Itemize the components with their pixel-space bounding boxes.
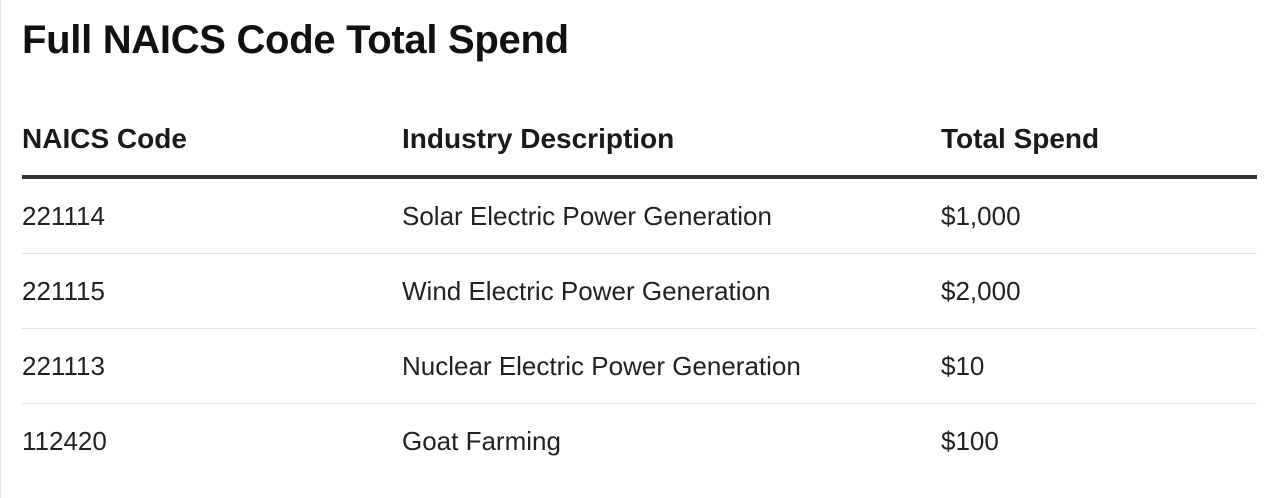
total-spend-cell: $2,000 [941, 253, 1257, 329]
total-spend-cell: $1,000 [941, 177, 1257, 254]
table-row: 221113 Nuclear Electric Power Generation… [22, 328, 1257, 404]
table-row: 221115 Wind Electric Power Generation $2… [22, 253, 1257, 329]
naics-code-cell: 221115 [22, 253, 402, 329]
total-spend-cell: $100 [941, 425, 999, 456]
total-spend-cell: $10 [941, 328, 1257, 404]
table-header-row: NAICS Code Industry Description Total Sp… [22, 103, 1257, 179]
column-header-naics-code: NAICS Code [22, 103, 402, 179]
industry-description-cell: Solar Electric Power Generation [402, 177, 941, 254]
industry-description-cell: Goat Farming [402, 425, 561, 456]
column-header-total-spend: Total Spend [941, 103, 1257, 179]
naics-code-cell: 221113 [22, 328, 402, 404]
naics-code-cell: 221114 [22, 177, 402, 254]
industry-description-cell: Nuclear Electric Power Generation [402, 328, 941, 404]
left-border [0, 0, 1, 498]
industry-description-cell: Wind Electric Power Generation [402, 253, 941, 329]
table-row: 221114 Solar Electric Power Generation $… [22, 177, 1257, 254]
naics-code-cell: 112420 [22, 425, 107, 456]
page-title: Full NAICS Code Total Spend [22, 18, 569, 62]
column-header-industry-description: Industry Description [402, 103, 941, 179]
naics-spend-table: NAICS Code Industry Description Total Sp… [22, 103, 1257, 478]
table-row: 112420 Goat Farming $100 [22, 404, 1257, 479]
